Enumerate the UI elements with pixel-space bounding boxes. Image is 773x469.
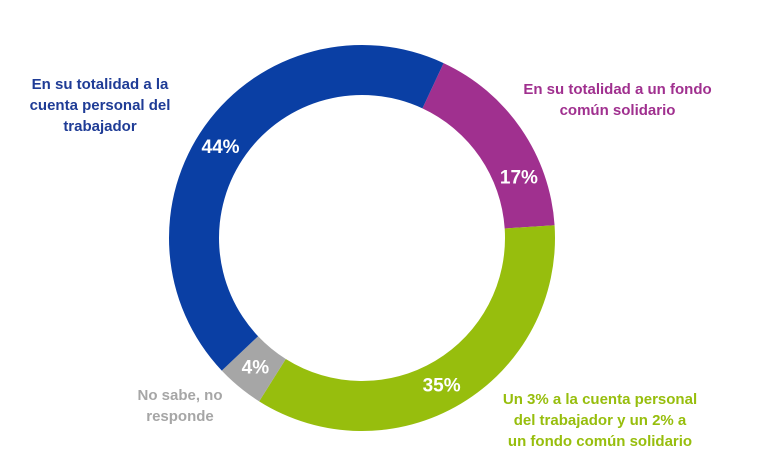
slice-no-sabe — [221, 336, 286, 402]
value-label-no-sabe: 4% — [242, 357, 270, 378]
label-line: del trabajador y un 2% a — [513, 412, 687, 429]
label-mixto: Un 3% a la cuenta personal del trabajador… — [485, 389, 715, 452]
slice-cuenta-personal — [169, 45, 444, 371]
label-line: En su totalidad a un fondo — [523, 81, 712, 98]
slices — [169, 45, 555, 432]
label-cuenta-personal: En su totalidad a la cuenta personal del t… — [20, 74, 180, 137]
label-line: un fondo común solidario — [507, 433, 693, 450]
value-labels: 17% 35% 4% 44% — [202, 137, 539, 397]
label-line: responde — [146, 408, 214, 425]
label-line: común solidario — [559, 102, 676, 119]
value-label-mixto: 35% — [423, 375, 461, 396]
label-line: trabajador — [63, 118, 137, 135]
value-label-fondo-comun: 17% — [500, 167, 538, 188]
label-line: No sabe, no — [137, 387, 223, 404]
label-fondo-comun: En su totalidad a un fondo común solidari… — [505, 79, 730, 121]
label-no-sabe: No sabe, no responde — [125, 385, 235, 427]
value-label-cuenta-personal: 44% — [202, 137, 240, 158]
slice-fondo-comun — [422, 63, 555, 229]
label-line: cuenta personal del — [29, 97, 171, 114]
label-line: Un 3% a la cuenta personal — [502, 391, 698, 408]
slice-mixto — [259, 225, 555, 432]
label-line: En su totalidad a la — [31, 76, 169, 93]
